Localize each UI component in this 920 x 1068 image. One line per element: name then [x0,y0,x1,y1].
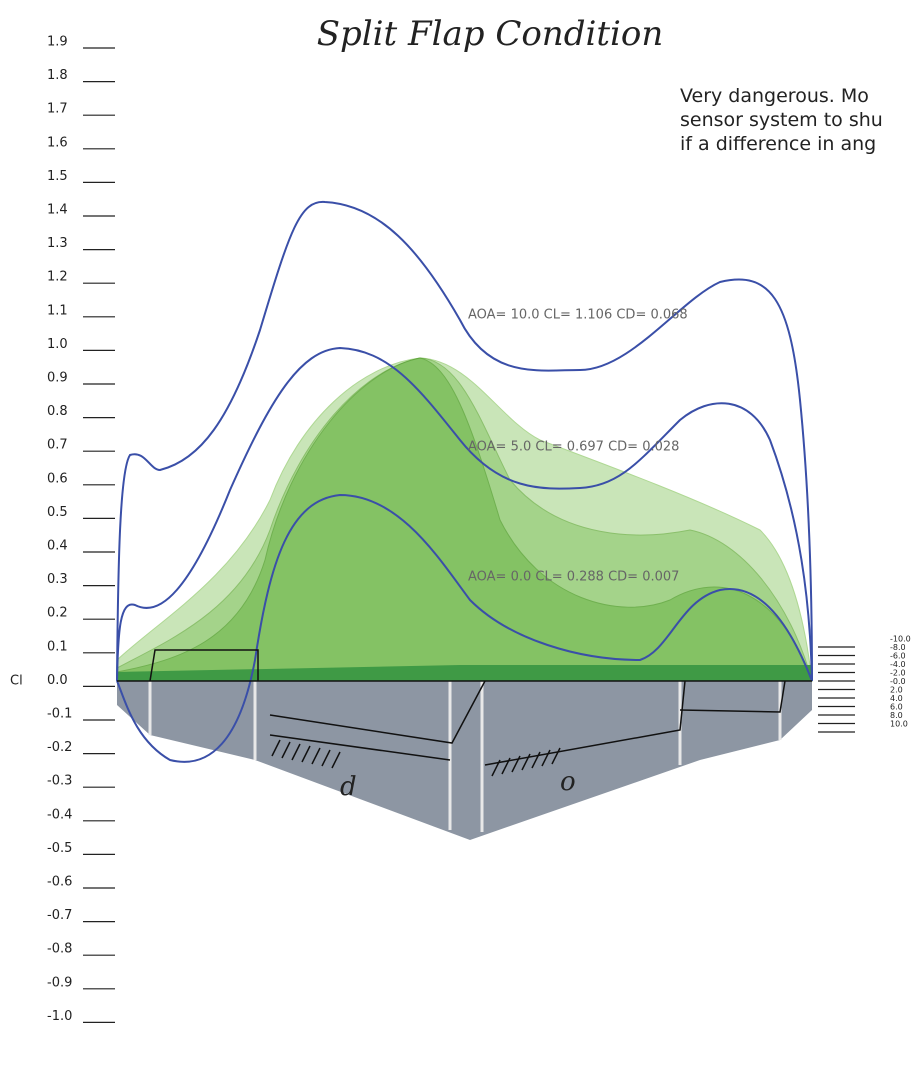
left-tick-label: 0.0 [47,673,68,688]
annotation: AOA= 0.0 CL= 0.288 CD= 0.007 [468,570,679,585]
left-tick-label: -1.0 [47,1009,72,1024]
left-tick-label: -0.1 [47,707,72,722]
left-tick-label: 0.2 [47,606,68,621]
lower-surface [117,681,812,840]
hand-note: d [340,772,357,802]
right-tick-label: 10.0 [890,720,908,729]
left-tick-label: 0.1 [47,639,68,654]
left-tick-label: 1.8 [47,68,68,83]
left-tick-label: -0.3 [47,774,72,789]
left-tick-label: 0.9 [47,371,68,386]
left-tick-label: 1.6 [47,135,68,150]
left-tick-label: 0.7 [47,438,68,453]
hand-note: o [560,767,576,797]
left-tick-label: 1.5 [47,169,68,184]
page: Split Flap Condition Cl d o 1.9 1.8 1.7 1.6… [0,0,920,1068]
left-tick-label: -0.6 [47,875,72,890]
left-tick-label: 0.3 [47,572,68,587]
note-line: Very dangerous. Mo [680,85,869,107]
annotation: AOA= 5.0 CL= 0.697 CD= 0.028 [468,440,679,455]
left-tick-label: -0.2 [47,740,72,755]
left-tick-label: -0.9 [47,975,72,990]
left-tick-label: 1.2 [47,270,68,285]
left-tick-label: 0.5 [47,505,68,520]
left-tick-label: 1.0 [47,337,68,352]
left-tick-label: 1.9 [47,35,68,50]
left-tick-label: 1.7 [47,102,68,117]
left-tick-label: -0.4 [47,807,72,822]
axis-label: Cl [10,674,23,689]
annotation: AOA= 10.0 CL= 1.106 CD= 0.068 [468,308,688,323]
left-tick-label: 0.6 [47,471,68,486]
left-tick-label: -0.5 [47,841,72,856]
title: Split Flap Condition [317,14,664,54]
note-line: if a difference in ang [680,133,876,155]
note-line: sensor system to shu [680,109,883,131]
left-tick-label: 0.4 [47,539,68,554]
left-tick-label: 0.8 [47,404,68,419]
left-tick-label: -0.7 [47,908,72,923]
left-tick-label: -0.8 [47,942,72,957]
left-tick-label: 1.4 [47,203,68,218]
left-tick-label: 1.1 [47,303,68,318]
left-tick-label: 1.3 [47,236,68,251]
